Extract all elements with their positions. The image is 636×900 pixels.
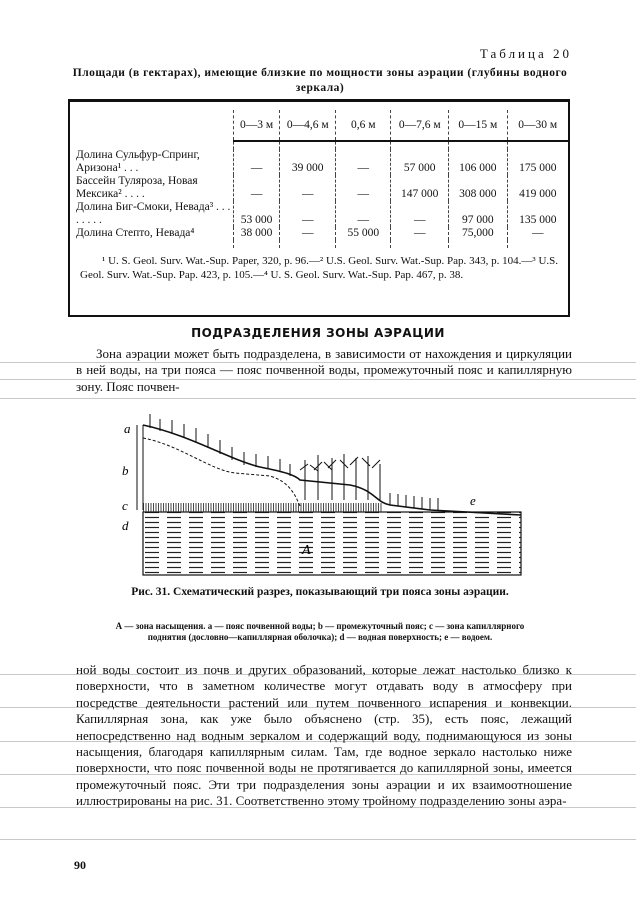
paragraph: Зона аэрации может быть подразделена, в … — [76, 346, 572, 394]
column-header: 0—30 м — [506, 110, 568, 142]
cell: — — [390, 201, 449, 227]
cell: 106 000 — [448, 149, 508, 175]
vegetation — [149, 414, 439, 510]
table-row: Долина Биг-Смоки, Невада³ . . . . . . . … — [70, 201, 568, 227]
paragraph: ной воды состоит из почв и других образо… — [76, 662, 572, 809]
data-table-box: 0—3 м 0—4,6 м 0,6 м 0—7,6 м 0—15 м 0—30 … — [68, 99, 570, 317]
cell: 53 000 — [232, 201, 280, 227]
cell: 75,000 — [448, 227, 508, 240]
cell: 175 000 — [506, 149, 568, 175]
page-number: 90 — [74, 858, 86, 872]
table-row: Долина Сульфур-Спринг, Аризона¹ . . . — … — [70, 149, 568, 175]
cell: 97 000 — [448, 201, 508, 227]
cell: — — [390, 227, 449, 240]
cell: — — [279, 201, 336, 227]
figure-legend: А — зона насыщения. a — пояс почвенной в… — [115, 621, 525, 642]
column-header: 0—7,6 м — [390, 110, 449, 142]
data-table: 0—3 м 0—4,6 м 0,6 м 0—7,6 м 0—15 м 0—30 … — [70, 110, 568, 248]
cell: — — [232, 175, 280, 201]
column-header: 0—15 м — [448, 110, 508, 142]
row-label: Долина Биг-Смоки, Невада³ . . . . . . . … — [76, 201, 231, 226]
cell: — — [279, 227, 336, 240]
cell: — — [506, 227, 568, 240]
soil-water-boundary — [142, 437, 301, 507]
figure-caption: Рис. 31. Схематический разрез, показываю… — [131, 586, 509, 598]
cell: 308 000 — [448, 175, 508, 201]
cell: — — [232, 149, 280, 175]
capillary-fringe — [143, 503, 383, 512]
cell: 57 000 — [390, 149, 449, 175]
row-label: Бассейн Туляроза, Новая Мексика² . . . . — [76, 175, 198, 200]
table-number: Таблица 20 — [479, 46, 572, 61]
cell: — — [279, 175, 336, 201]
table-row: Долина Степто, Невада⁴ 38 000 — 55 000 —… — [70, 227, 568, 240]
cell: — — [335, 175, 391, 201]
cell: 38 000 — [232, 227, 280, 240]
cell: 147 000 — [390, 175, 449, 201]
cell: 419 000 — [506, 175, 568, 201]
cell: 55 000 — [335, 227, 391, 240]
section-heading: ПОДРАЗДЕЛЕНИЯ ЗОНЫ АЭРАЦИИ — [191, 326, 445, 340]
cell: 135 000 — [506, 201, 568, 227]
cell: 39 000 — [279, 149, 336, 175]
column-header: 0—4,6 м — [279, 110, 336, 142]
label-d: d — [122, 518, 129, 533]
ground-surface — [142, 424, 522, 516]
label-e: e — [470, 493, 476, 508]
aeration-zone-diagram: a b c d e A — [122, 414, 522, 576]
saturation-zone — [142, 511, 522, 576]
table-footnotes: ¹ U. S. Geol. Surv. Wat.-Sup. Paper, 320… — [80, 255, 558, 281]
label-b: b — [122, 463, 129, 478]
cell: — — [335, 201, 391, 227]
cell: — — [335, 149, 391, 175]
header-blank — [70, 110, 233, 141]
label-c: c — [122, 498, 128, 513]
label-a: a — [124, 421, 131, 436]
row-label: Долина Степто, Невада⁴ — [76, 227, 195, 239]
label-A: A — [301, 543, 311, 558]
column-header: 0—3 м — [232, 110, 280, 142]
table-row: Бассейн Туляроза, Новая Мексика² . . . .… — [70, 175, 568, 201]
table-caption: Площади (в гектарах), имеющие близкие по… — [72, 67, 568, 94]
column-header: 0,6 м — [335, 110, 391, 142]
row-label: Долина Сульфур-Спринг, Аризона¹ . . . — [76, 149, 200, 174]
